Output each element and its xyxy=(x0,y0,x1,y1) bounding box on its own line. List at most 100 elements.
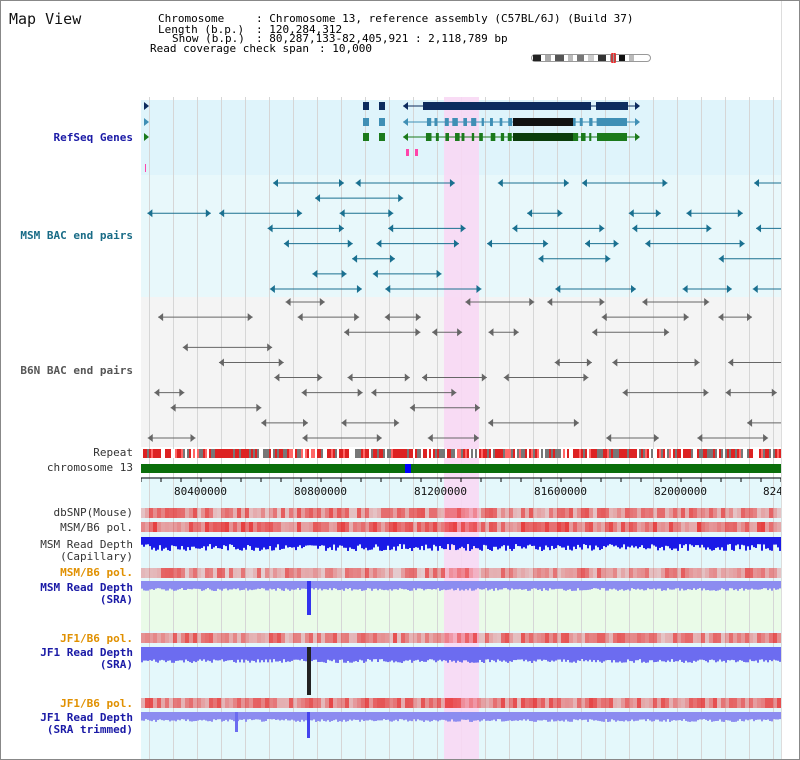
repeat-segment xyxy=(505,449,507,458)
polymorphism-cell xyxy=(717,508,721,518)
chromosome-ideogram[interactable] xyxy=(531,53,651,63)
read-depth-bar xyxy=(497,647,499,660)
read-depth-bar xyxy=(191,581,193,590)
grid-line xyxy=(341,97,342,759)
read-depth-bar xyxy=(399,647,401,663)
repeat-segment xyxy=(345,449,347,458)
read-depth-bar xyxy=(735,537,737,546)
read-depth-bar xyxy=(353,647,355,662)
read-depth-bar xyxy=(197,647,199,661)
polymorphism-cell xyxy=(445,568,449,578)
read-depth-bar xyxy=(359,581,361,590)
msm-bac-end-pairs-label[interactable]: MSM BAC end pairs xyxy=(20,229,133,242)
b6n-bac-pair-end xyxy=(247,313,253,322)
read-depth-bar xyxy=(297,581,299,589)
read-depth-bar xyxy=(423,537,425,551)
read-depth-bar xyxy=(233,581,235,589)
polymorphism-cell xyxy=(209,522,213,532)
refseq-genes-label[interactable]: RefSeq Genes xyxy=(53,131,133,144)
polymorphism-cell xyxy=(253,522,257,532)
read-depth-bar xyxy=(693,647,695,661)
polymorphism-cell xyxy=(737,568,741,578)
read-depth-bar xyxy=(765,581,767,589)
polymorphism-cell xyxy=(777,508,781,518)
read-depth-bar xyxy=(561,647,563,662)
read-depth-bar xyxy=(439,712,441,721)
polymorphism-cell xyxy=(145,698,149,708)
read-depth-bar xyxy=(505,647,507,662)
polymorphism-cell xyxy=(689,568,693,578)
polymorphism-cell xyxy=(661,568,665,578)
polymorphism-cell xyxy=(493,522,497,532)
polymorphism-cell xyxy=(673,508,677,518)
polymorphism-cell xyxy=(697,522,701,532)
tracks-canvas[interactable] xyxy=(141,1,781,760)
read-depth-bar xyxy=(701,712,703,720)
read-depth-bar xyxy=(143,537,145,547)
polymorphism-cell xyxy=(713,508,717,518)
read-depth-bar xyxy=(495,647,497,663)
read-depth-bar xyxy=(709,581,711,591)
read-depth-bar xyxy=(305,712,307,721)
polymorphism-cell xyxy=(681,508,685,518)
gene-arrow xyxy=(635,102,640,110)
polymorphism-cell xyxy=(373,522,377,532)
read-depth-bar xyxy=(347,647,349,661)
repeat-segment xyxy=(647,449,649,458)
polymorphism-cell xyxy=(613,522,617,532)
read-depth-bar xyxy=(223,712,225,721)
read-depth-bar xyxy=(417,712,419,720)
read-depth-bar xyxy=(733,647,735,661)
repeat-segment xyxy=(427,449,429,458)
msm-bac-pair-end xyxy=(718,254,724,263)
polymorphism-cell xyxy=(221,508,225,518)
repeat-segment xyxy=(259,449,261,458)
read-depth-bar xyxy=(345,647,347,663)
repeat-segment xyxy=(661,449,663,458)
polymorphism-cell xyxy=(529,522,533,532)
polymorphism-cell xyxy=(345,522,349,532)
polymorphism-cell xyxy=(365,698,369,708)
genome-tracks-area[interactable]: 80400000 80800000 81200000 81600000 8200… xyxy=(141,1,783,760)
read-depth-bar xyxy=(623,647,625,663)
read-depth-bar xyxy=(207,537,209,547)
read-depth-bar xyxy=(473,712,475,721)
repeat-label: Repeat xyxy=(93,446,133,459)
read-depth-bar xyxy=(599,581,601,590)
read-depth-bar xyxy=(285,712,287,720)
read-depth-bar xyxy=(325,581,327,590)
polymorphism-cell xyxy=(585,568,589,578)
read-depth-bar xyxy=(765,712,767,720)
read-depth-bar xyxy=(481,712,483,721)
polymorphism-cell xyxy=(601,568,605,578)
repeat-segment xyxy=(317,449,319,458)
read-depth-bar xyxy=(361,712,363,720)
read-depth-bar xyxy=(187,537,189,548)
read-depth-bar xyxy=(411,537,413,551)
repeat-segment xyxy=(673,449,675,458)
polymorphism-cell xyxy=(585,633,589,643)
read-depth-bar xyxy=(525,581,527,590)
read-depth-bar xyxy=(733,537,735,551)
polymorphism-cell xyxy=(665,568,669,578)
read-depth-bar xyxy=(571,647,573,663)
read-depth-bar xyxy=(361,537,363,549)
read-depth-bar xyxy=(179,647,181,661)
polymorphism-cell xyxy=(481,522,485,532)
repeat-segment xyxy=(659,449,661,458)
polymorphism-cell xyxy=(329,698,333,708)
read-depth-bar xyxy=(661,712,663,722)
polymorphism-cell xyxy=(165,633,169,643)
read-depth-bar xyxy=(397,537,399,547)
b6n-bac-end-pairs-label[interactable]: B6N BAC end pairs xyxy=(20,364,133,377)
read-depth-bar xyxy=(641,647,643,663)
read-depth-bar xyxy=(303,647,305,661)
repeat-segment xyxy=(407,449,409,458)
repeat-segment xyxy=(545,449,547,458)
read-depth-bar xyxy=(773,581,775,589)
read-depth-bar xyxy=(585,537,587,545)
read-depth-bar xyxy=(415,581,417,591)
read-depth-bar xyxy=(247,537,249,546)
read-depth-bar xyxy=(295,537,297,551)
read-depth-bar xyxy=(455,537,457,551)
